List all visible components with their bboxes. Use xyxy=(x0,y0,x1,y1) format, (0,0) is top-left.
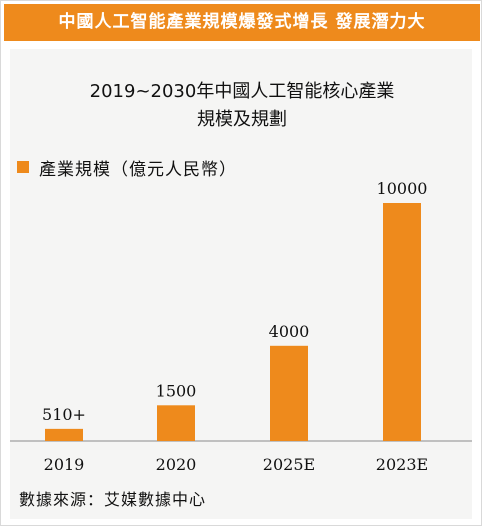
source-note: 數據來源：艾媒數據中心 xyxy=(19,490,207,509)
chart-title-line1: 2019~2030年中國人工智能核心產業 xyxy=(89,81,395,102)
bar-2020 xyxy=(157,405,195,441)
x-tick-label-2025E: 2025E xyxy=(263,455,315,474)
bar-2025E xyxy=(270,345,308,441)
data-label-2023E: 10000 xyxy=(377,179,428,198)
bar-2023E xyxy=(383,203,421,441)
legend-label: 產業規模（億元人民幣） xyxy=(39,160,237,180)
data-label-2019: 510+ xyxy=(42,405,86,424)
banner-title: 中國人工智能產業規模爆發式增長 發展潛力大 xyxy=(4,4,480,41)
data-label-2020: 1500 xyxy=(156,381,197,400)
x-tick-label-2023E: 2023E xyxy=(376,455,428,474)
chart-title-line2: 規模及規劃 xyxy=(197,109,287,130)
bar-2019 xyxy=(45,428,83,441)
x-tick-label-2020: 2020 xyxy=(156,455,197,474)
legend-swatch xyxy=(17,161,29,173)
data-label-2025E: 4000 xyxy=(269,322,310,341)
x-tick-label-2019: 2019 xyxy=(44,455,85,474)
